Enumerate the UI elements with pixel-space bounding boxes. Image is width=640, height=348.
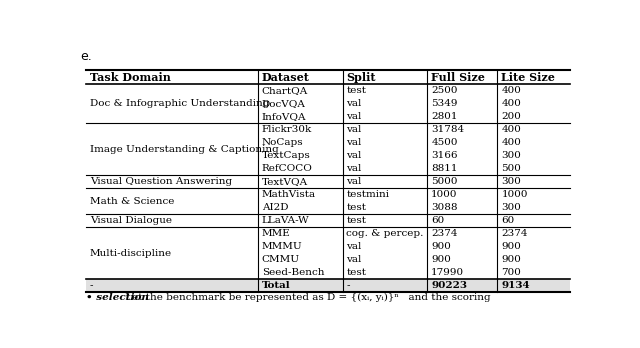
Text: Full Size: Full Size — [431, 72, 485, 82]
Text: 60: 60 — [501, 216, 515, 225]
Text: 8811: 8811 — [431, 164, 458, 173]
Text: 400: 400 — [501, 125, 521, 134]
Text: 500: 500 — [501, 164, 521, 173]
Text: 900: 900 — [431, 255, 451, 264]
Text: 2374: 2374 — [501, 229, 528, 238]
Text: 900: 900 — [431, 242, 451, 251]
Text: Visual Dialogue: Visual Dialogue — [90, 216, 172, 225]
Text: test: test — [346, 216, 367, 225]
Text: 1000: 1000 — [431, 190, 458, 199]
Text: 300: 300 — [501, 177, 521, 186]
Text: test: test — [346, 86, 367, 95]
Text: 400: 400 — [501, 86, 521, 95]
Text: 2500: 2500 — [431, 86, 458, 95]
Text: Seed-Bench: Seed-Bench — [262, 268, 324, 277]
Text: 400: 400 — [501, 138, 521, 147]
Text: 2801: 2801 — [431, 112, 458, 121]
Text: val: val — [346, 99, 362, 108]
Text: cog. & percep.: cog. & percep. — [346, 229, 424, 238]
Text: • selection: • selection — [86, 293, 149, 302]
Text: CMMU: CMMU — [262, 255, 300, 264]
Text: test: test — [346, 268, 367, 277]
Text: val: val — [346, 242, 362, 251]
Text: NoCaps: NoCaps — [262, 138, 303, 147]
Text: 17990: 17990 — [431, 268, 465, 277]
Text: -: - — [346, 281, 350, 290]
Text: 2374: 2374 — [431, 229, 458, 238]
Text: 900: 900 — [501, 255, 521, 264]
Text: TextCaps: TextCaps — [262, 151, 310, 160]
Text: TextVQA: TextVQA — [262, 177, 308, 186]
Text: 5349: 5349 — [431, 99, 458, 108]
Text: InfoVQA: InfoVQA — [262, 112, 307, 121]
Text: 31784: 31784 — [431, 125, 465, 134]
Text: val: val — [346, 164, 362, 173]
Text: 1000: 1000 — [501, 190, 528, 199]
Text: val: val — [346, 177, 362, 186]
Text: 700: 700 — [501, 268, 521, 277]
Text: -: - — [90, 281, 93, 290]
Text: val: val — [346, 138, 362, 147]
Text: MMMU: MMMU — [262, 242, 302, 251]
Text: 9134: 9134 — [501, 281, 530, 290]
Text: 3166: 3166 — [431, 151, 458, 160]
Text: testmini: testmini — [346, 190, 390, 199]
Text: 300: 300 — [501, 203, 521, 212]
Text: 3088: 3088 — [431, 203, 458, 212]
Text: Image Understanding & Captioning: Image Understanding & Captioning — [90, 145, 278, 154]
Text: Math & Science: Math & Science — [90, 197, 174, 206]
Text: Total: Total — [262, 281, 291, 290]
Text: LLaVA-W: LLaVA-W — [262, 216, 309, 225]
Text: test: test — [346, 203, 367, 212]
Text: val: val — [346, 255, 362, 264]
Text: ChartQA: ChartQA — [262, 86, 308, 95]
Text: 300: 300 — [501, 151, 521, 160]
Text: 5000: 5000 — [431, 177, 458, 186]
Text: RefCOCO: RefCOCO — [262, 164, 313, 173]
Text: Split: Split — [346, 72, 376, 82]
Text: Lite Size: Lite Size — [501, 72, 556, 82]
Text: Visual Question Answering: Visual Question Answering — [90, 177, 232, 186]
Text: 900: 900 — [501, 242, 521, 251]
Text: val: val — [346, 112, 362, 121]
Text: val: val — [346, 125, 362, 134]
Text: AI2D: AI2D — [262, 203, 288, 212]
Text: MathVista: MathVista — [262, 190, 316, 199]
Text: 90223: 90223 — [431, 281, 467, 290]
Text: Dataset: Dataset — [262, 72, 310, 82]
Text: 4500: 4500 — [431, 138, 458, 147]
Text: Doc & Infographic Understanding: Doc & Infographic Understanding — [90, 99, 269, 108]
Text: MME: MME — [262, 229, 291, 238]
Text: Multi-discipline: Multi-discipline — [90, 249, 172, 258]
Text: 60: 60 — [431, 216, 444, 225]
Text: DocVQA: DocVQA — [262, 99, 306, 108]
Text: val: val — [346, 151, 362, 160]
Text: Let the benchmark be represented as D = {(xᵢ, yᵢ)}ⁿ   and the scoring: Let the benchmark be represented as D = … — [122, 293, 490, 302]
Bar — [86, 279, 570, 292]
Text: 200: 200 — [501, 112, 521, 121]
Text: Task Domain: Task Domain — [90, 72, 171, 82]
Text: 400: 400 — [501, 99, 521, 108]
Text: Flickr30k: Flickr30k — [262, 125, 312, 134]
Text: e.: e. — [80, 50, 92, 63]
